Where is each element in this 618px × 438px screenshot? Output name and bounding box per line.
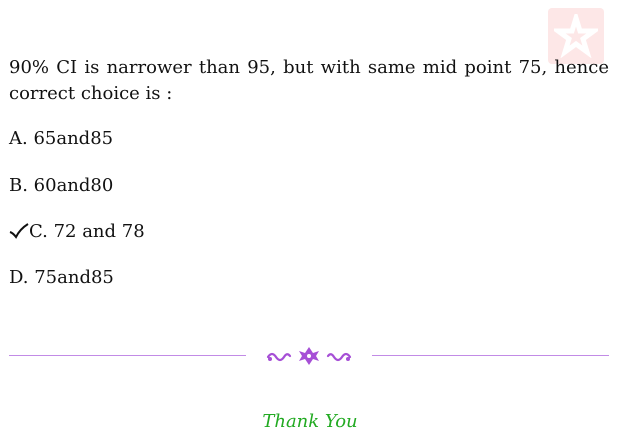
divider-line-left — [9, 355, 246, 356]
option-b: B. 60and80 — [9, 175, 113, 197]
option-label: A. 65and85 — [9, 128, 114, 149]
option-label: D. 75and85 — [9, 267, 114, 288]
explanation-text: 90% CI is narrower than 95, but with sam… — [9, 57, 609, 104]
option-d: D. 75and85 — [9, 267, 114, 289]
option-a: A. 65and85 — [9, 128, 113, 150]
floral-ornament-icon — [266, 347, 352, 365]
option-c-correct: C. 72 and 78 — [9, 221, 145, 243]
divider-line-right — [372, 355, 609, 356]
star-logo-icon — [554, 14, 598, 58]
option-label: B. 60and80 — [9, 175, 114, 196]
thank-you-footer: Thank You — [262, 411, 358, 432]
watermark-logo — [548, 8, 604, 64]
check-icon — [9, 223, 29, 239]
option-label: C. 72 and 78 — [29, 221, 145, 242]
